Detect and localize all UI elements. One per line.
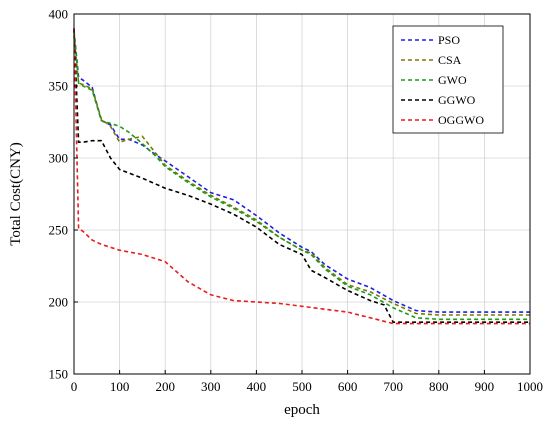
series-line-pso (73, 31, 530, 313)
legend-label: GWO (438, 73, 467, 87)
y-tick-label: 200 (49, 295, 69, 310)
y-tick-label: 400 (49, 7, 69, 22)
x-tick-label: 100 (110, 379, 130, 394)
x-tick-label: 400 (247, 379, 267, 394)
y-axis-title: Total Cost(CNY) (8, 142, 24, 246)
legend: PSO CSA GWO GGWO OGGWO (392, 25, 504, 134)
y-tick-label: 350 (49, 79, 69, 94)
series-line-gwo (73, 31, 530, 321)
legend-label: GGWO (438, 93, 476, 107)
x-axis-ticks: 0 100 200 300 400 500 600 700 800 900 1000 (71, 370, 543, 394)
y-tick-label: 250 (49, 223, 69, 238)
legend-label: PSO (438, 33, 460, 47)
y-tick-label: 300 (49, 151, 69, 166)
x-tick-label: 700 (383, 379, 403, 394)
x-tick-label: 300 (201, 379, 221, 394)
x-tick-label: 0 (71, 379, 78, 394)
y-axis-ticks: 150 200 250 300 350 400 (49, 7, 78, 382)
x-axis-title: epoch (284, 402, 320, 418)
x-tick-label: 900 (475, 379, 495, 394)
series-line-oggwo (73, 28, 530, 325)
series-line-csa (73, 35, 530, 316)
series-lines (73, 28, 530, 325)
x-tick-label: 1000 (517, 379, 543, 394)
x-tick-label: 600 (338, 379, 358, 394)
x-tick-label: 500 (292, 379, 312, 394)
x-tick-label: 200 (155, 379, 175, 394)
x-tick-label: 800 (429, 379, 449, 394)
legend-label: CSA (438, 53, 462, 67)
legend-label: OGGWO (438, 113, 484, 127)
y-tick-label: 150 (49, 367, 69, 382)
series-line-ggwo (73, 28, 530, 324)
